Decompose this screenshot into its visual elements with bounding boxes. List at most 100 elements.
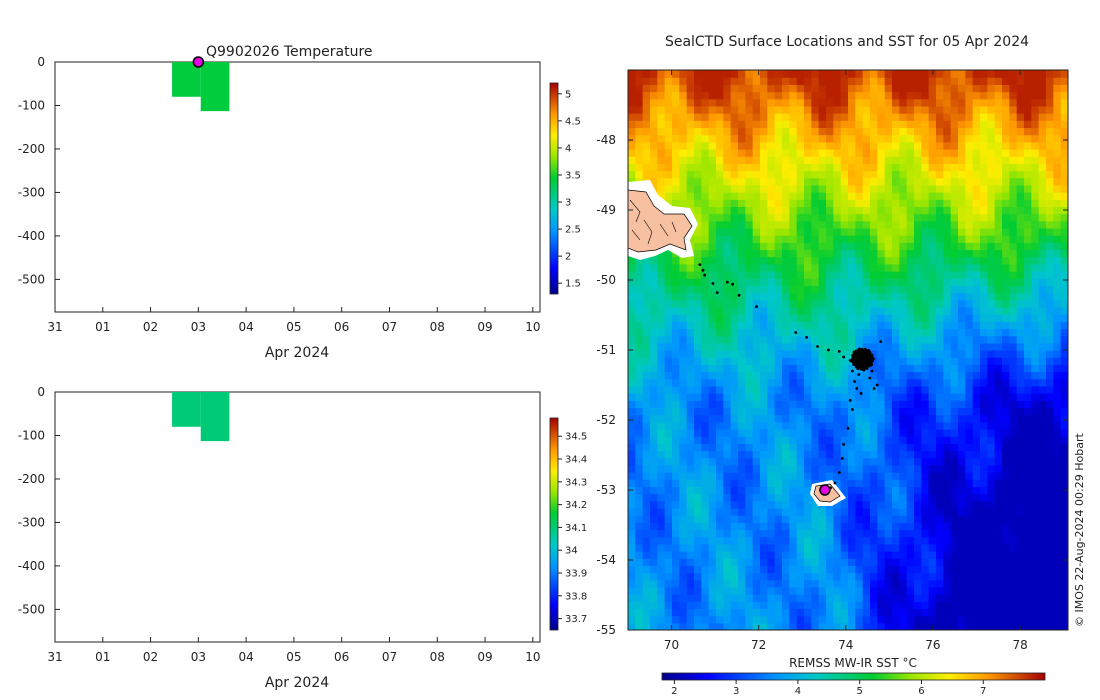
sst-cell: [701, 220, 710, 229]
sst-cell: [782, 457, 790, 466]
sst-cell: [1046, 479, 1054, 488]
sst-cell: [855, 608, 864, 617]
sst-cell: [877, 558, 886, 566]
sst-cell: [782, 192, 790, 200]
sst-cell: [921, 407, 930, 416]
sst-cell: [686, 464, 695, 473]
sst-cell: [980, 242, 988, 251]
lat-tick-label: -51: [596, 343, 616, 357]
sst-cell: [914, 594, 922, 602]
sst-cell: [870, 457, 878, 466]
sst-cell: [1009, 220, 1018, 229]
sst-cell: [701, 536, 710, 545]
sst-cell: [1009, 227, 1018, 236]
sst-cell: [994, 314, 1003, 322]
sst-cell: [701, 113, 710, 121]
sst-cell: [1046, 84, 1054, 93]
sst-cell: [928, 407, 937, 416]
sst-cell: [848, 278, 856, 286]
sst-cell: [899, 479, 908, 488]
sst-cell: [657, 170, 666, 179]
sst-cell: [1009, 184, 1018, 193]
sst-cell: [994, 249, 1003, 258]
sst-cell: [694, 443, 702, 452]
sst-cell: [672, 105, 680, 114]
sst-cell: [672, 507, 680, 516]
sst-cell: [884, 134, 893, 143]
sst-cell: [884, 536, 893, 545]
sst-cell: [1046, 91, 1054, 100]
sst-cell: [752, 271, 761, 279]
sst-cell: [811, 421, 820, 430]
sst-cell: [811, 148, 820, 157]
sst-cell: [708, 385, 717, 394]
sst-cell: [708, 558, 717, 566]
sst-cell: [899, 529, 908, 538]
sst-cell: [657, 148, 666, 157]
sst-cell: [752, 91, 761, 100]
sst-cell: [965, 608, 974, 617]
sst-cell: [936, 472, 944, 480]
sst-cell: [730, 601, 739, 610]
sst-cell: [1060, 364, 1068, 373]
sst-cell: [870, 328, 878, 337]
sst-cell: [811, 156, 820, 164]
sst-cell: [672, 156, 680, 164]
sst-cell: [767, 242, 776, 251]
sst-cell: [965, 622, 974, 630]
sst-cell: [1024, 70, 1032, 78]
sst-cell: [914, 551, 922, 559]
sst-cell: [921, 364, 930, 373]
sst-cell: [987, 594, 996, 602]
sst-cell: [862, 77, 871, 85]
sst-cell: [708, 457, 717, 466]
sst-cell: [672, 263, 680, 272]
sst-cell: [826, 335, 834, 344]
sst-cell: [1024, 184, 1032, 193]
cluster-point: [866, 348, 871, 353]
sst-cell: [826, 357, 834, 365]
sst-cell: [701, 608, 710, 617]
sst-cell: [848, 543, 856, 552]
sst-cell: [914, 328, 922, 337]
sst-cell: [774, 450, 783, 459]
sst-cell: [892, 91, 900, 100]
sst-cell: [884, 206, 893, 215]
sst-cell: [818, 457, 827, 466]
sst-cell: [1038, 515, 1047, 523]
sst-cell: [1016, 335, 1025, 344]
sst-cell: [892, 615, 900, 624]
sst-cell: [899, 443, 908, 452]
sst-cell: [928, 235, 937, 243]
sst-cell: [833, 249, 842, 258]
sst-cell: [892, 206, 900, 215]
sst-cell: [716, 177, 724, 186]
sst-cell: [708, 565, 717, 574]
sst-cell: [730, 450, 739, 459]
sst-cell: [789, 522, 798, 531]
sst-cell: [657, 292, 666, 301]
sst-cell: [708, 586, 717, 595]
sst-cell: [679, 84, 688, 93]
sst-cell: [855, 148, 864, 157]
sst-cell: [701, 500, 710, 509]
sst-cell: [826, 350, 834, 358]
sst-cell: [767, 163, 776, 172]
sst-cell: [899, 271, 908, 279]
sst-cell: [877, 622, 886, 630]
sst-cell: [862, 594, 871, 602]
sst-cell: [701, 357, 710, 365]
sst-cell: [877, 220, 886, 229]
sst-cell: [686, 328, 695, 337]
sst-cell: [1002, 400, 1010, 409]
sst-cell: [716, 529, 724, 538]
sst-cell: [708, 529, 717, 538]
sst-cell: [921, 479, 930, 488]
sst-cell: [958, 364, 966, 373]
sst-cell: [928, 608, 937, 617]
sst-cell: [914, 177, 922, 186]
sst-cell: [928, 177, 937, 186]
sst-cell: [980, 321, 988, 330]
sst-cell: [1002, 206, 1010, 215]
sst-cell: [767, 421, 776, 430]
